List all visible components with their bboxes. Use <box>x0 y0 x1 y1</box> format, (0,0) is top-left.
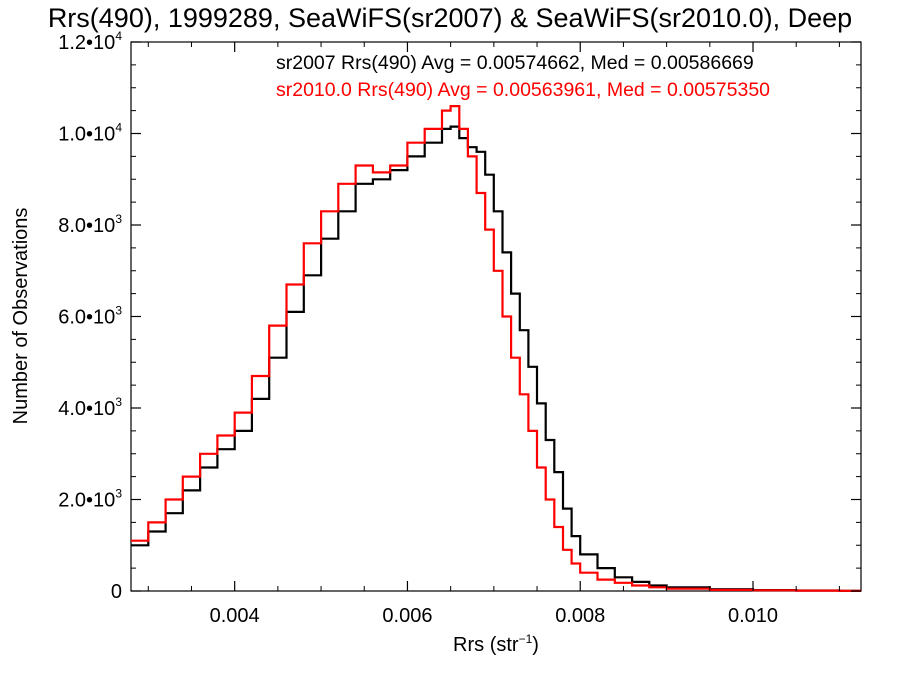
x-tick-label: 0.006 <box>382 605 432 627</box>
y-tick-label: 6.0•103 <box>58 304 122 329</box>
y-axis-label: Number of Observations <box>10 208 32 425</box>
y-tick-mantissa: 2.0•10 <box>58 490 115 512</box>
x-axis-label-exponent: −1 <box>519 632 533 646</box>
x-tick-label: 0.004 <box>210 605 260 627</box>
y-tick-exponent: 3 <box>115 487 122 501</box>
y-tick-label: 8.0•103 <box>58 212 122 237</box>
y-tick-mantissa: 1.0•10 <box>58 124 115 146</box>
y-tick-mantissa: 4.0•10 <box>58 398 115 420</box>
y-tick-label: 2.0•103 <box>58 487 122 512</box>
y-tick-mantissa: 8.0•10 <box>58 215 115 237</box>
y-tick-label: 0 <box>111 581 122 603</box>
y-tick-exponent: 4 <box>115 29 122 43</box>
x-axis-label-suffix: ) <box>532 634 539 656</box>
y-tick-label: 1.2•104 <box>58 29 122 54</box>
x-axis-label: Rrs (str−1) <box>453 632 539 656</box>
x-axis-label-main: Rrs (str <box>453 634 519 656</box>
y-tick-label: 4.0•103 <box>58 395 122 420</box>
plot-frame <box>130 41 862 592</box>
y-tick-label: 1.0•104 <box>58 121 122 146</box>
x-tick-label: 0.010 <box>728 605 778 627</box>
y-tick-exponent: 3 <box>115 304 122 318</box>
legend-entry-sr2010: sr2010.0 Rrs(490) Avg = 0.00563961, Med … <box>276 79 770 101</box>
y-tick-exponent: 3 <box>115 212 122 226</box>
y-tick-mantissa: 1.2•10 <box>58 32 115 54</box>
y-tick-exponent: 3 <box>115 395 122 409</box>
y-tick-exponent: 4 <box>115 121 122 135</box>
series-line-sr2010 <box>131 105 861 592</box>
series-layer <box>131 105 861 592</box>
chart-title: Rrs(490), 1999289, SeaWiFS(sr2007) & Sea… <box>48 3 852 33</box>
legend-entry-sr2007: sr2007 Rrs(490) Avg = 0.00574662, Med = … <box>276 52 754 74</box>
y-tick-mantissa: 6.0•10 <box>58 307 115 329</box>
series-line-sr2007 <box>131 125 861 592</box>
tick-layer: 0.004 0.006 0.008 0.01002.0•1034.0•1036.0•1… <box>58 29 861 627</box>
x-tick-label: 0.008 <box>555 605 605 627</box>
